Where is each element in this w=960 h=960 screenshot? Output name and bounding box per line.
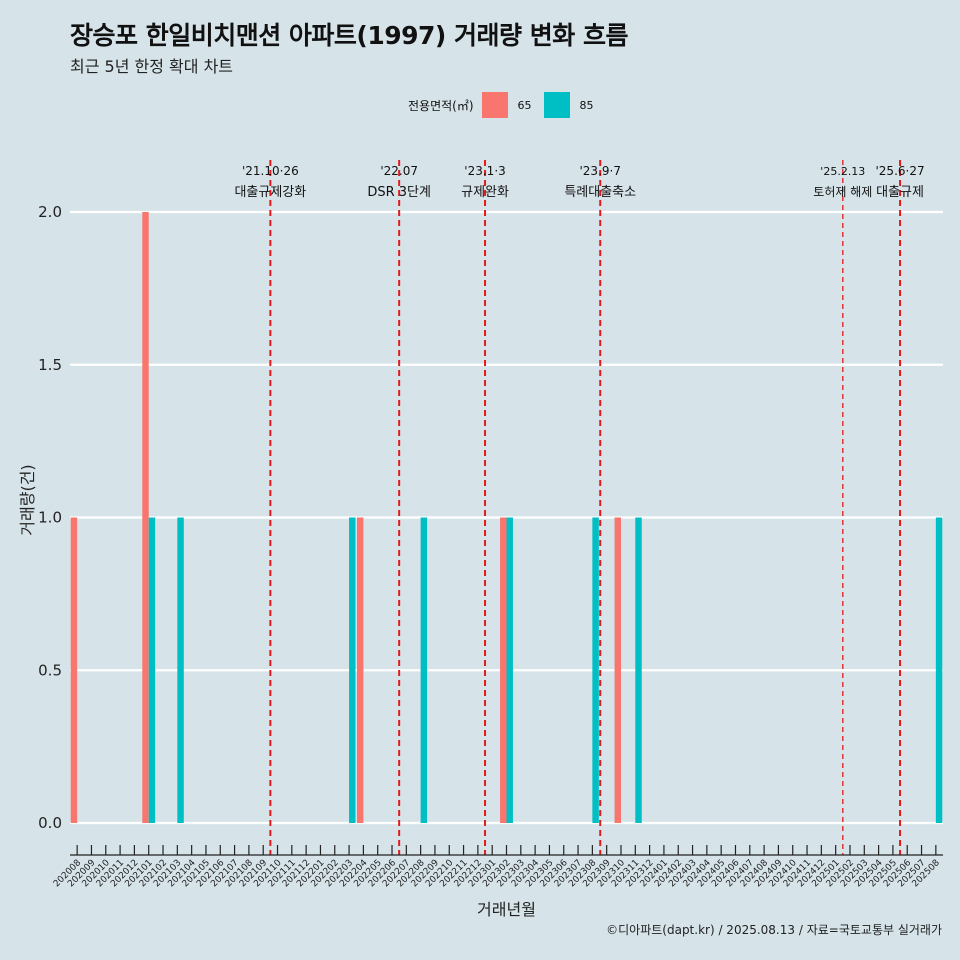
- legend-key-65: [481, 92, 508, 118]
- event-date-1: '22.07: [380, 164, 418, 178]
- legend: 전용면적(㎡) 65 85: [408, 92, 606, 118]
- y-tick-label: 0.5: [38, 661, 62, 679]
- event-label-1: DSR 3단계: [367, 185, 431, 200]
- bar-65-202008: [70, 517, 78, 823]
- bar-85-202311: [635, 517, 642, 823]
- y-tick-label: 2.0: [38, 203, 62, 221]
- legend-label-85: 85: [579, 98, 594, 112]
- y-tick-label: 1.5: [38, 356, 62, 374]
- bar-85-202302: [506, 517, 513, 823]
- event-label-0: 대출규제강화: [234, 185, 306, 200]
- event-date-2: '23.1·3: [464, 164, 505, 178]
- event-date-3: '23.9·7: [580, 164, 621, 178]
- y-tick-label: 1.0: [38, 509, 62, 527]
- bar-85-202308: [592, 517, 599, 823]
- bar-85-202203: [349, 517, 356, 823]
- x-axis-title: 거래년월: [477, 900, 536, 919]
- legend-key-85: [543, 92, 570, 118]
- bars-layer: [70, 212, 943, 823]
- bar-85-202103: [177, 517, 184, 823]
- event-label-5: 대출규제: [876, 185, 924, 200]
- event-date-4: '25.2.13: [820, 165, 865, 178]
- event-date-0: '21.10·26: [242, 164, 299, 178]
- event-label-4: 토허제 해제: [813, 185, 872, 199]
- y-tick-label: 0.0: [38, 814, 62, 832]
- bar-85-202508: [935, 517, 943, 823]
- chart-subtitle: 최근 5년 한정 확대 차트: [70, 57, 234, 76]
- bar-65-202310: [614, 517, 621, 823]
- annotation-layer: '21.10·26 대출규제강화 '22.07 DSR 3단계 '23.1·3 규제완화 '…: [234, 160, 925, 855]
- bar-85-202101: [148, 517, 156, 823]
- chart-title: 장승포 한일비치맨션 아파트(1997) 거래량 변화 흐름: [70, 21, 628, 50]
- bar-65-202302: [500, 517, 507, 823]
- bar-65-202204: [356, 517, 364, 823]
- axis-layer: 0.00.51.01.52.02020082020092020102020112…: [18, 203, 943, 919]
- legend-title: 전용면적(㎡): [408, 98, 474, 113]
- legend-label-65: 65: [517, 98, 532, 112]
- bar-85-202208: [420, 517, 428, 823]
- y-axis-title: 거래량(건): [18, 464, 37, 535]
- bar-65-202101: [142, 212, 149, 823]
- event-label-2: 규제완화: [461, 185, 509, 200]
- event-date-5: '25.6·27: [876, 164, 925, 178]
- source-caption: ©디아파트(dapt.kr) / 2025.08.13 / 자료=국토교통부 실…: [606, 923, 942, 937]
- event-label-3: 특례대출축소: [564, 185, 636, 200]
